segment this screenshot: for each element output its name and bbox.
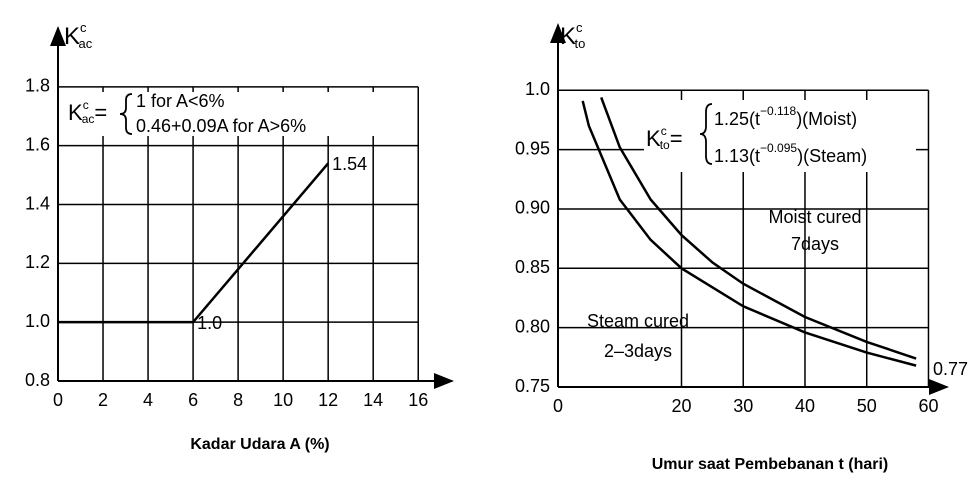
curve-label: 7days: [791, 234, 839, 254]
formula-lhs: Kc ac=: [68, 98, 107, 126]
formula-case: 0.46+0.09A for A>6%: [136, 116, 306, 136]
x-axis-label: Umur saat Pembebanan t (hari): [652, 456, 889, 473]
formula-case: 1.13(t−0.095)(Steam): [714, 141, 867, 166]
x-tick-label: 2: [98, 390, 108, 410]
left-plot: 0.8 1.0 1.2 1.4 1.6 1.8 0 2 4 6 8 10 12 14 16 1.0 1.54: [25, 26, 454, 410]
y-tick-label: 0.95: [515, 138, 550, 158]
x-tick-label: 14: [363, 390, 383, 410]
y-tick-label: 1.4: [25, 193, 50, 213]
x-tick-label: 20: [671, 396, 691, 416]
y-tick-label: 1.2: [25, 252, 50, 272]
y-tick-label: 0.90: [515, 198, 550, 218]
right-plot: 0.75 0.80 0.85 0.90 0.95 1.0 0 20 30 40 50 60: [515, 23, 949, 416]
curve-label: Moist cured: [768, 207, 861, 227]
annotation-bg: [64, 92, 376, 136]
y-tick-label: 1.0: [525, 79, 550, 99]
line: [600, 96, 917, 360]
y-tick-label: 0.75: [515, 376, 550, 396]
line: [58, 162, 330, 324]
x-tick-label: 8: [233, 390, 243, 410]
x-tick-label: 0: [553, 396, 563, 416]
annotation-bg: [644, 100, 916, 172]
x-tick-label: 12: [318, 390, 338, 410]
y-tick-label: 0.8: [25, 370, 50, 390]
x-tick-label: 0: [53, 390, 63, 410]
x-tick-label: 16: [408, 390, 428, 410]
x-tick-label: 60: [918, 396, 938, 416]
x-tick-label: 6: [188, 390, 198, 410]
curve-label: Steam cured: [587, 311, 689, 331]
x-tick-label: 10: [273, 390, 293, 410]
formula-brace: [699, 103, 713, 165]
y-tick-label: 1.6: [25, 134, 50, 154]
y-tick-label: 1.0: [25, 311, 50, 331]
formula-case: 1 for A<6%: [136, 91, 225, 111]
end-label: 0.77: [933, 359, 968, 379]
x-tick-label: 50: [857, 396, 877, 416]
formula-brace: [119, 93, 133, 135]
data-label: 1.54: [332, 154, 367, 174]
formula-lhs: Kc to=: [646, 124, 683, 152]
y-tick-label: 1.8: [25, 76, 50, 96]
x-tick-label: 4: [143, 390, 153, 410]
x-tick-label: 40: [795, 396, 815, 416]
x-axis-label: Kadar Udara A (%): [190, 436, 329, 453]
y-tick-label: 0.85: [515, 257, 550, 277]
curve-label: 2–3days: [604, 341, 672, 361]
data-label: 1.0: [197, 313, 222, 333]
x-tick-label: 30: [733, 396, 753, 416]
formula-case: 1.25(t−0.118)(Moist): [714, 104, 857, 129]
line: [581, 100, 917, 367]
y-axis-label: Kc ac: [64, 20, 93, 51]
y-tick-label: 0.80: [515, 316, 550, 336]
y-axis-label: Kc to: [560, 20, 585, 51]
